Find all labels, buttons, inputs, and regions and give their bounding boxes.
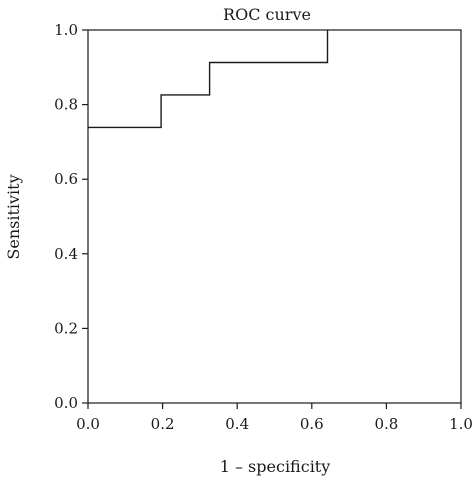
x-tick-label: 0.4 xyxy=(225,415,249,433)
y-tick-label: 0.4 xyxy=(54,245,78,263)
y-tick-label: 0.0 xyxy=(54,394,78,412)
x-tick-label: 0.6 xyxy=(300,415,324,433)
plot-area-frame xyxy=(87,29,462,404)
series-layer xyxy=(88,30,329,129)
roc-curve-line xyxy=(88,30,329,129)
x-tick-label: 0.0 xyxy=(76,415,100,433)
y-axis-title: Sensitivity xyxy=(4,174,23,259)
x-axis-title: 1 – specificity xyxy=(220,457,331,476)
x-tick-label: 0.8 xyxy=(374,415,398,433)
x-tick-label: 1.0 xyxy=(449,415,473,433)
y-tick-label: 0.6 xyxy=(54,170,78,188)
y-tick-label: 0.8 xyxy=(54,96,78,114)
chart-title: ROC curve xyxy=(223,5,311,24)
y-tick-label: 0.2 xyxy=(54,319,78,337)
y-axis-ticks: 0.0 0.2 0.4 0.6 0.8 1.0 xyxy=(54,21,88,412)
y-tick-label: 1.0 xyxy=(54,21,78,39)
x-axis-ticks: 0.0 0.2 0.4 0.6 0.8 1.0 xyxy=(76,403,473,433)
x-tick-label: 0.2 xyxy=(151,415,175,433)
